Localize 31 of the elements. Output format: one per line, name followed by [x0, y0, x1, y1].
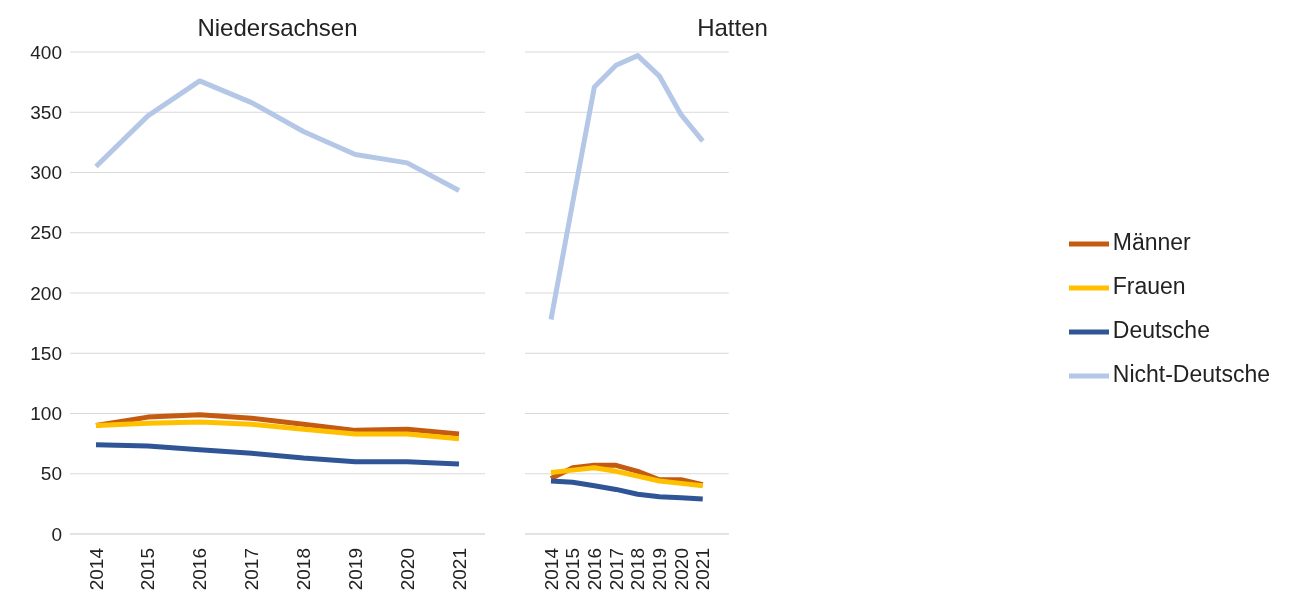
x-tick-label: 2020 [396, 548, 418, 591]
x-tick-label: 2016 [189, 548, 211, 591]
y-tick-label: 150 [30, 342, 62, 364]
x-tick-label: 2018 [627, 548, 649, 591]
y-tick-label: 300 [30, 162, 62, 184]
x-tick-label: 2017 [241, 548, 263, 591]
x-tick-label: 2016 [583, 548, 605, 591]
x-tick-label: 2018 [292, 548, 314, 591]
y-tick-label: 0 [51, 523, 62, 545]
legend-label: Deutsche [1112, 317, 1210, 343]
y-tick-label: 250 [30, 222, 62, 244]
chart-title: Niedersachsen [196, 14, 359, 42]
y-tick-label: 50 [40, 463, 62, 485]
x-tick-label: 2021 [692, 548, 714, 591]
chart-title: Hatten [696, 14, 769, 42]
x-tick-label: 2014 [540, 547, 562, 591]
x-tick-label: 2015 [562, 548, 584, 591]
legend-label: Männer [1112, 229, 1191, 255]
y-tick-label: 100 [30, 403, 62, 425]
x-tick-label: 2020 [670, 548, 692, 591]
x-tick-label: 2019 [344, 548, 366, 591]
x-tick-label: 2019 [648, 548, 670, 591]
legend-label: Frauen [1112, 273, 1186, 299]
x-tick-label: 2015 [137, 548, 159, 591]
x-tick-label: 2021 [448, 548, 470, 591]
x-tick-label: 2014 [85, 547, 107, 591]
legend-label: Nicht-Deutsche [1112, 361, 1270, 387]
x-tick-label: 2017 [605, 548, 627, 591]
y-tick-label: 400 [30, 41, 62, 63]
y-tick-label: 350 [30, 102, 62, 123]
y-tick-label: 200 [30, 282, 62, 304]
